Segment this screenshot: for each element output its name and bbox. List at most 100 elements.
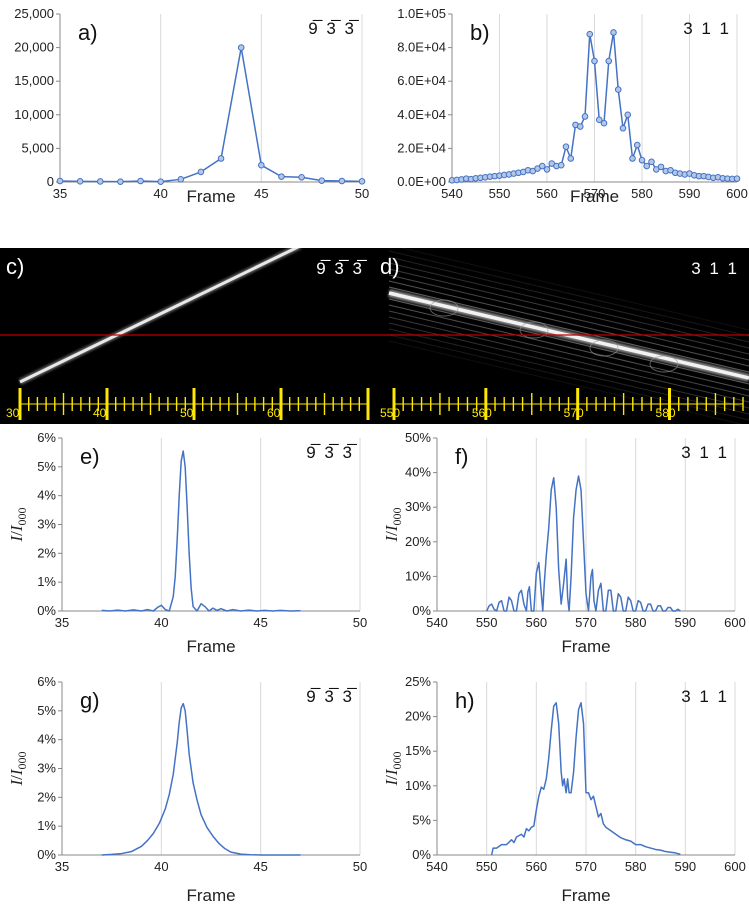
defect-contrast bbox=[649, 355, 679, 373]
scale-label: 60 bbox=[267, 406, 281, 420]
data-point bbox=[543, 166, 551, 173]
data-point bbox=[586, 30, 594, 38]
series-line bbox=[490, 702, 681, 856]
data-point bbox=[605, 57, 613, 65]
y-tick-label: 10% bbox=[405, 778, 431, 793]
scale-label: 550 bbox=[380, 406, 400, 420]
y-tick-label: 8.0E+04 bbox=[397, 40, 446, 55]
x-tick-label: 550 bbox=[476, 615, 498, 630]
y-tick-label: 25,000 bbox=[14, 6, 54, 21]
data-point bbox=[217, 155, 225, 162]
x-tick-label: 600 bbox=[724, 615, 746, 630]
y-tick-label: 4% bbox=[37, 488, 56, 503]
data-point bbox=[318, 177, 326, 184]
y-tick-label: 1% bbox=[37, 818, 56, 833]
chart-h: 540 550 560 570 580 590 600 0% 5% 10% 15% 20% 25% Fra… bbox=[382, 674, 746, 905]
data-point bbox=[538, 162, 546, 170]
fringe-line bbox=[388, 268, 749, 355]
x-axis-label: Frame bbox=[570, 187, 619, 206]
data-point bbox=[562, 143, 570, 151]
y-tick-label: 50% bbox=[405, 430, 431, 445]
fringe-line bbox=[388, 286, 749, 373]
y-axis-label: I/I000 bbox=[382, 507, 404, 542]
x-tick-label: 580 bbox=[625, 859, 647, 874]
y-tick-label: 10% bbox=[405, 568, 431, 583]
x-tick-label: 560 bbox=[525, 859, 547, 874]
data-point bbox=[298, 173, 305, 181]
diffraction-streak bbox=[19, 248, 300, 384]
data-point bbox=[657, 163, 665, 171]
scale-label: 580 bbox=[656, 406, 676, 420]
x-tick-label: 540 bbox=[426, 615, 448, 630]
data-point bbox=[624, 111, 632, 119]
hkl-label: 3 1 1 bbox=[681, 687, 729, 706]
y-tick-label: 1.0E+05 bbox=[397, 6, 446, 21]
y-tick-label: 2.0E+04 bbox=[397, 140, 446, 155]
y-tick-label: 20,000 bbox=[14, 40, 54, 55]
y-tick-label: 0% bbox=[412, 847, 431, 862]
fringe-line bbox=[388, 340, 743, 424]
data-point bbox=[633, 141, 641, 149]
x-tick-label: 600 bbox=[726, 186, 748, 201]
x-tick-label: 40 bbox=[154, 615, 168, 630]
y-tick-label: 1% bbox=[37, 574, 56, 589]
x-tick-label: 540 bbox=[426, 859, 448, 874]
y-tick-label: 30% bbox=[405, 499, 431, 514]
data-point bbox=[576, 123, 584, 130]
x-tick-label: 560 bbox=[525, 615, 547, 630]
hkl-label: 9̅ 3̅ 3̅ bbox=[308, 19, 359, 38]
y-tick-label: 2% bbox=[37, 789, 56, 804]
data-point bbox=[600, 119, 608, 127]
x-tick-label: 590 bbox=[674, 615, 696, 630]
y-tick-label: 4.0E+04 bbox=[397, 107, 446, 122]
x-axis-label: Frame bbox=[561, 886, 610, 905]
data-point bbox=[733, 175, 741, 182]
defect-contrast bbox=[429, 299, 459, 317]
x-tick-label: 35 bbox=[55, 615, 69, 630]
defect-contrast bbox=[519, 321, 549, 339]
y-axis-label: I/I000 bbox=[382, 751, 404, 786]
data-point bbox=[197, 168, 205, 176]
y-tick-label: 15,000 bbox=[14, 73, 54, 88]
x-tick-label: 590 bbox=[679, 186, 701, 201]
fringe-line bbox=[388, 334, 749, 421]
data-point bbox=[648, 158, 655, 166]
x-tick-label: 600 bbox=[724, 859, 746, 874]
y-tick-label: 5% bbox=[37, 459, 56, 474]
y-tick-label: 2% bbox=[37, 545, 56, 560]
fringe-line bbox=[388, 262, 749, 349]
x-tick-label: 570 bbox=[575, 615, 597, 630]
y-tick-label: 3% bbox=[37, 517, 56, 532]
y-tick-label: 0% bbox=[37, 603, 56, 618]
data-point bbox=[614, 86, 622, 93]
x-tick-label: 40 bbox=[153, 186, 167, 201]
x-tick-label: 550 bbox=[476, 859, 498, 874]
y-tick-label: 20% bbox=[405, 709, 431, 724]
x-tick-label: 35 bbox=[55, 859, 69, 874]
data-point bbox=[358, 178, 366, 185]
fringe-line bbox=[388, 304, 749, 391]
y-tick-label: 6% bbox=[37, 674, 56, 689]
fringe-line bbox=[388, 310, 749, 397]
data-point bbox=[643, 162, 651, 170]
chart-g: 35 40 45 50 0% 1% 2% 3% 4% 5% 6% Frame I/I000 g) 9̅ 3̅… bbox=[7, 674, 367, 905]
y-tick-label: 10,000 bbox=[14, 107, 54, 122]
data-point bbox=[619, 124, 627, 132]
detector-image-c: 30 40 50 60 c) 9̅ 3̅ 3̅ bbox=[0, 248, 374, 424]
scale-label: 30 bbox=[6, 406, 20, 420]
x-tick-label: 560 bbox=[536, 186, 558, 201]
data-point bbox=[157, 178, 164, 185]
panel-label: g) bbox=[80, 688, 100, 713]
data-point bbox=[595, 116, 603, 124]
y-tick-label: 0% bbox=[37, 847, 56, 862]
panel-label: h) bbox=[455, 688, 475, 713]
y-tick-label: 40% bbox=[405, 465, 431, 480]
chart-b: 540 550 560 570 580 590 600 0.0E+00 2.0E+04 4.0E+… bbox=[397, 6, 748, 206]
y-tick-label: 5% bbox=[412, 812, 431, 827]
x-tick-label: 590 bbox=[674, 859, 696, 874]
fringe-line bbox=[388, 280, 749, 367]
data-point bbox=[258, 161, 265, 169]
data-point bbox=[237, 44, 245, 51]
x-tick-label: 50 bbox=[355, 186, 369, 201]
y-tick-label: 20% bbox=[405, 534, 431, 549]
